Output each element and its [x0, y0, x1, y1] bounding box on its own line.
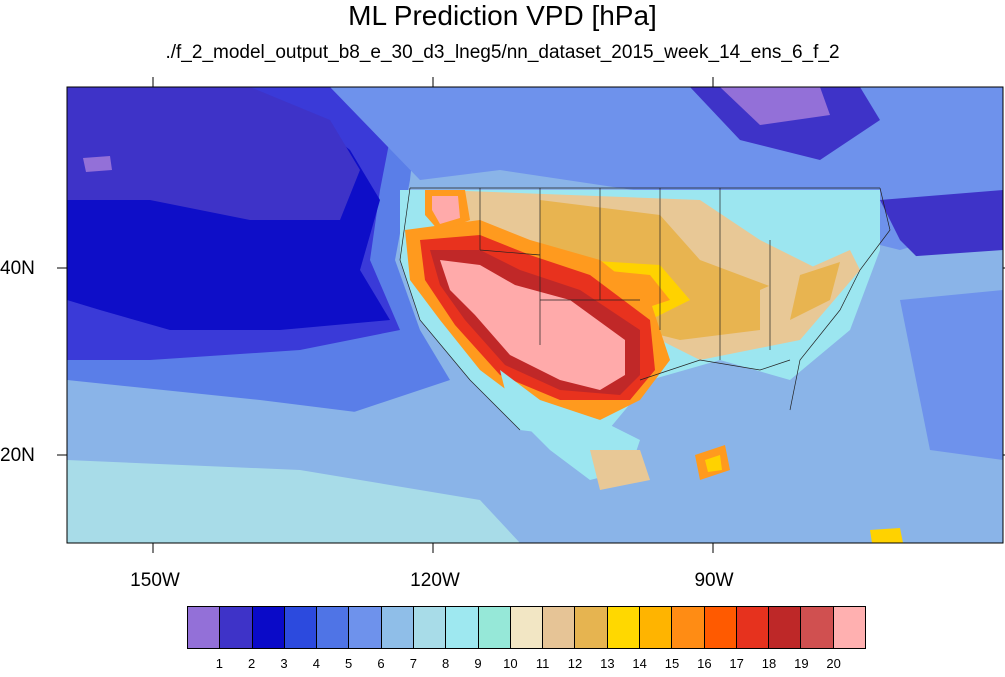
colorbar	[187, 606, 866, 649]
colorbar-label: 8	[442, 656, 450, 671]
colorbar-label: 5	[345, 656, 353, 671]
colorbar-label: 16	[697, 656, 712, 671]
colorbar-box	[220, 607, 253, 648]
colorbar-label: 7	[409, 656, 417, 671]
colorbar-label: 12	[567, 656, 583, 671]
lon-label-150w: 150W	[130, 570, 180, 591]
colorbar-box	[575, 607, 608, 648]
colorbar-box	[446, 607, 479, 648]
colorbar-label: 3	[280, 656, 288, 671]
colorbar-label: 1	[215, 656, 223, 671]
lat-label-40n: 40N	[0, 258, 35, 279]
colorbar-box	[413, 607, 447, 648]
colorbar-box	[704, 607, 737, 648]
colorbar-box	[736, 607, 770, 648]
axis-ticks	[57, 77, 1005, 553]
colorbar-box	[543, 607, 576, 648]
colorbar-box	[639, 607, 673, 648]
colorbar-box	[478, 607, 511, 648]
colorbar-label: 10	[503, 656, 518, 671]
colorbar-label: 2	[248, 656, 256, 671]
colorbar-box	[769, 607, 802, 648]
lon-label-90w: 90W	[694, 570, 734, 591]
colorbar-box	[284, 607, 318, 648]
colorbar-label: 4	[312, 656, 320, 671]
vpd-field	[67, 87, 1003, 543]
colorbar-box	[252, 607, 285, 648]
colorbar-label: 11	[535, 656, 550, 671]
colorbar-box	[510, 607, 544, 648]
chart-subtitle: ./f_2_model_output_b8_e_30_d3_lneg5/nn_d…	[165, 42, 840, 63]
colorbar-label: 13	[600, 656, 615, 671]
colorbar-box	[801, 607, 834, 648]
lat-label-20n: 20N	[0, 445, 35, 466]
colorbar-label: 9	[474, 656, 482, 671]
lon-label-120w: 120W	[410, 570, 460, 591]
boundary-lines	[399, 187, 891, 431]
colorbar-label: 19	[794, 656, 809, 671]
colorbar-box	[188, 607, 221, 648]
colorbar-box	[349, 607, 382, 648]
map-frame	[66, 86, 1004, 544]
chart-title: ML Prediction VPD [hPa]	[348, 0, 657, 31]
colorbar-box	[381, 607, 414, 648]
colorbar-box	[607, 607, 640, 648]
colorbar-label: 17	[729, 656, 744, 671]
colorbar-label: 6	[377, 656, 385, 671]
colorbar-box	[833, 607, 865, 648]
colorbar-label: 18	[761, 656, 777, 671]
colorbar-label: 15	[664, 656, 680, 671]
colorbar-label: 20	[826, 656, 841, 671]
colorbar-box	[672, 607, 705, 648]
colorbar-label: 14	[632, 656, 647, 671]
colorbar-box	[317, 607, 350, 648]
